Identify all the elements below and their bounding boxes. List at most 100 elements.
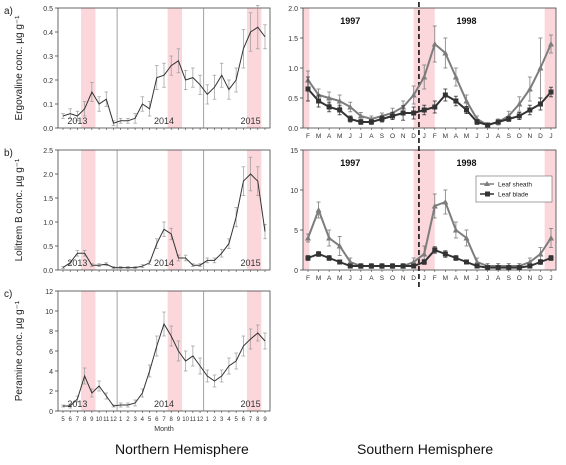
x-tick-label: 12	[197, 417, 204, 423]
plot-frame	[302, 149, 557, 271]
x-tick-label: 10	[182, 417, 189, 423]
x-tick-label: 2	[126, 417, 130, 423]
data-point	[526, 86, 533, 92]
data-point	[410, 92, 417, 98]
year-label: 2015	[241, 399, 261, 409]
x-tick-label: S	[507, 133, 512, 140]
x-tick-label: M	[337, 133, 342, 140]
y-tick-label: 0.0	[288, 126, 298, 133]
x-tick-label: D	[538, 133, 543, 140]
data-point	[400, 263, 406, 269]
x-tick-label: 2	[213, 417, 217, 423]
x-tick-label: 4	[141, 417, 145, 423]
year-label: 2013	[67, 399, 87, 409]
y-tick-label: 4	[49, 369, 53, 376]
y-tick-label: 0.5	[288, 96, 298, 103]
y-tick-label: 1.5	[288, 36, 298, 43]
data-point	[358, 119, 364, 125]
data-point	[537, 65, 544, 71]
series-line	[307, 42, 552, 127]
data-point	[316, 251, 322, 257]
x-tick-label: 6	[69, 417, 73, 423]
data-point	[442, 251, 448, 257]
x-tick-label: O	[390, 133, 395, 140]
x-tick-label: 1	[206, 417, 210, 423]
data-point	[453, 255, 459, 261]
x-tick-label: N	[401, 275, 406, 282]
data-point	[347, 104, 354, 110]
data-point	[527, 263, 533, 269]
y-tick-label: 1.0	[43, 220, 53, 227]
data-point	[495, 119, 501, 125]
data-point	[337, 107, 343, 113]
x-tick-label: 5	[234, 417, 238, 423]
panel-letter: c)	[4, 289, 12, 300]
x-tick-label: 8	[170, 417, 174, 423]
data-point	[336, 98, 343, 104]
data-point	[442, 199, 449, 205]
season-band	[544, 150, 556, 270]
data-point	[305, 255, 311, 261]
y-tick-label: 2.0	[288, 6, 298, 13]
x-tick-label: 9	[263, 417, 267, 423]
y-tick-label: 5	[294, 228, 298, 235]
data-point	[485, 265, 491, 271]
x-tick-label: M	[443, 275, 448, 282]
x-tick-label: A	[496, 275, 501, 282]
data-point	[421, 107, 427, 113]
x-tick-label: J	[359, 275, 362, 282]
x-tick-label: 7	[249, 417, 253, 423]
data-point	[358, 263, 364, 269]
southern-hemisphere-label: Southern Hemisphere	[357, 441, 494, 457]
year-label: 1997	[340, 16, 360, 26]
data-point	[431, 203, 438, 209]
data-point	[421, 259, 427, 265]
data-point	[305, 86, 311, 92]
season-band	[246, 8, 262, 128]
data-point	[474, 259, 481, 265]
x-tick-label: N	[528, 275, 533, 282]
x-tick-label: 4	[227, 417, 231, 423]
data-point	[347, 116, 353, 122]
y-tick-label: 0.5	[43, 244, 53, 251]
year-label: 2014	[154, 399, 174, 409]
x-tick-label: 9	[90, 417, 94, 423]
season-band	[167, 150, 183, 270]
y-tick-label: 0.1	[43, 102, 53, 109]
data-point	[347, 263, 353, 269]
data-point	[337, 259, 343, 265]
y-tick-label: 0.0	[43, 126, 53, 133]
data-point	[410, 259, 417, 265]
data-point	[316, 98, 322, 104]
x-tick-label: F	[433, 133, 437, 140]
x-tick-label: A	[327, 133, 332, 140]
data-point	[463, 259, 469, 265]
data-point	[315, 207, 322, 213]
y-tick-label: 12	[45, 289, 53, 296]
data-point	[453, 98, 459, 104]
x-tick-label: M	[443, 133, 448, 140]
x-tick-label: S	[380, 133, 385, 140]
data-point	[442, 92, 448, 98]
data-point	[326, 255, 332, 261]
x-tick-label: 7	[76, 417, 80, 423]
x-tick-label: 5	[148, 417, 152, 423]
data-point	[527, 107, 533, 113]
data-point	[452, 74, 459, 80]
data-point	[548, 89, 554, 95]
x-tick-label: 8	[256, 417, 260, 423]
panel-letter: b)	[4, 148, 13, 159]
x-tick-label: F	[433, 275, 437, 282]
season-band	[246, 291, 262, 411]
data-point	[537, 251, 544, 257]
y-tick-label: 0	[49, 409, 53, 416]
series-line	[63, 322, 266, 407]
season-band	[303, 150, 310, 270]
x-tick-label: J	[475, 275, 478, 282]
x-tick-label: D	[411, 275, 416, 282]
data-point	[326, 95, 333, 101]
year-label: 1998	[456, 158, 476, 168]
year-label: 2015	[241, 258, 261, 268]
x-tick-label: M	[464, 133, 469, 140]
